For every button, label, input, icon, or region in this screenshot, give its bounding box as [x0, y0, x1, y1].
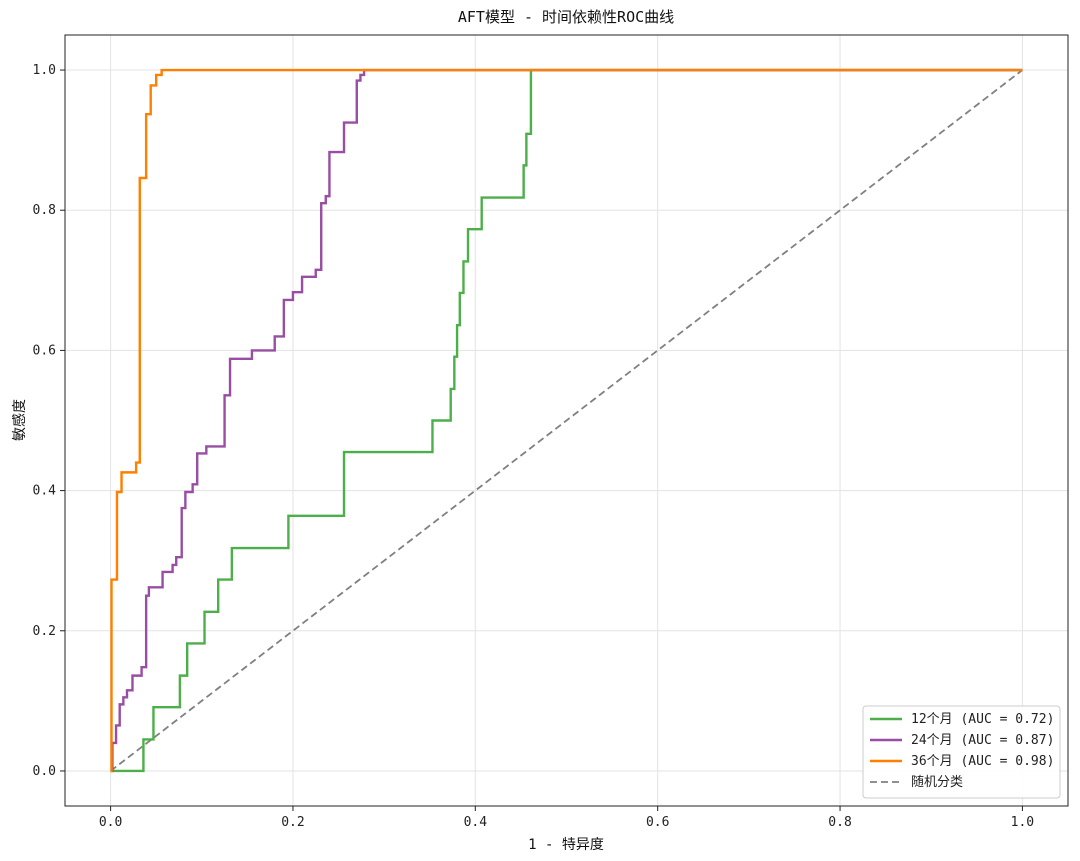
x-axis-label: 1 - 特异度 — [528, 837, 604, 853]
legend-item-24-months: 24个月 (AUC = 0.87) — [870, 733, 1054, 748]
legend-item-12-months: 12个月 (AUC = 0.72) — [870, 712, 1054, 727]
x-tick-label: 0.6 — [646, 815, 669, 830]
legend-label: 24个月 (AUC = 0.87) — [911, 733, 1054, 748]
y-tick-label: 0.4 — [33, 484, 57, 499]
y-tick-label: 0.2 — [33, 624, 56, 639]
x-tick-label: 0.4 — [464, 815, 488, 830]
y-tick-label: 1.0 — [33, 63, 56, 78]
x-tick-label: 0.8 — [828, 815, 851, 830]
x-tick-label: 0.0 — [99, 815, 122, 830]
x-tick-label: 1.0 — [1011, 815, 1034, 830]
legend-label: 36个月 (AUC = 0.98) — [911, 754, 1054, 769]
series-layer — [110, 68, 1023, 773]
legend-box — [862, 705, 1061, 799]
random-classifier-line — [110, 69, 1023, 772]
x-tick-label: 0.2 — [281, 815, 304, 830]
chart-title: AFT模型 - 时间依赖性ROC曲线 — [458, 8, 674, 26]
y-axis-ticks: 0.0 0.2 0.4 0.6 0.8 1.0 — [33, 63, 65, 779]
y-tick-label: 0.6 — [33, 343, 56, 358]
plot-frame — [64, 34, 1069, 807]
y-axis-label: 敏感度 — [11, 399, 28, 441]
roc-line-12-months — [110, 68, 1023, 773]
legend-item-random: 随机分类 — [870, 775, 963, 790]
roc-line-36-months — [110, 68, 1023, 773]
x-axis-ticks: 0.0 0.2 0.4 0.6 0.8 1.0 — [99, 806, 1034, 830]
legend-item-36-months: 36个月 (AUC = 0.98) — [870, 754, 1054, 769]
legend-label: 12个月 (AUC = 0.72) — [911, 712, 1054, 727]
legend-label: 随机分类 — [911, 775, 963, 790]
roc-line-24-months — [110, 68, 1023, 773]
grid — [65, 35, 1068, 806]
legend: 12个月 (AUC = 0.72) 24个月 (AUC = 0.87) 36个月 (… — [862, 705, 1061, 799]
y-tick-label: 0.8 — [33, 203, 56, 218]
y-tick-label: 0.0 — [33, 764, 56, 779]
